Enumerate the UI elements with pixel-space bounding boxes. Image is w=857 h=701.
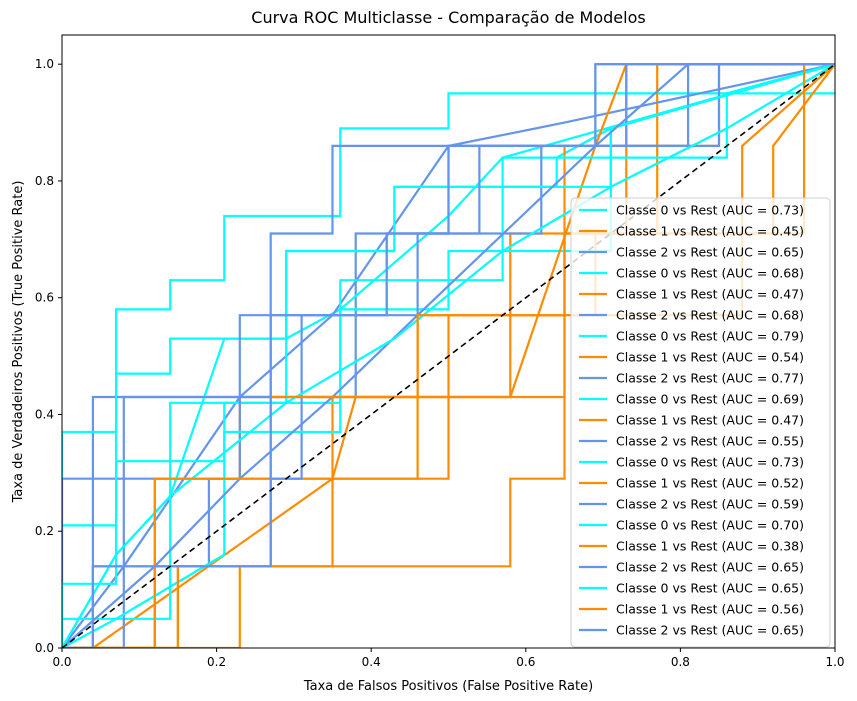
plot-frame: [61, 34, 836, 649]
roc-curve-18: [62, 63, 835, 648]
legend-entry-label: Classe 0 vs Rest (AUC = 0.65): [616, 581, 804, 596]
legend-entry-label: Classe 0 vs Rest (AUC = 0.73): [616, 455, 804, 470]
legend-entry-label: Classe 1 vs Rest (AUC = 0.47): [616, 287, 804, 302]
legend-entry-label: Classe 2 vs Rest (AUC = 0.68): [616, 308, 804, 323]
legend-entry-label: Classe 1 vs Rest (AUC = 0.54): [616, 350, 804, 365]
legend-entry-label: Classe 2 vs Rest (AUC = 0.55): [616, 434, 804, 449]
roc-curve-20: [62, 63, 835, 648]
y-tick-label: 0.8: [35, 174, 54, 188]
legend-entry-label: Classe 2 vs Rest (AUC = 0.77): [616, 371, 804, 386]
roc-curve-15: [62, 63, 835, 648]
legend-entry-label: Classe 1 vs Rest (AUC = 0.38): [616, 539, 804, 554]
legend-entry-label: Classe 0 vs Rest (AUC = 0.79): [616, 329, 804, 344]
x-axis-label: Taxa de Falsos Positivos (False Positive…: [303, 679, 593, 694]
y-tick-label: 0.0: [35, 641, 54, 655]
x-tick-label: 0.0: [52, 655, 71, 669]
y-tick-label: 0.6: [35, 291, 54, 305]
legend-entry-label: Classe 2 vs Rest (AUC = 0.65): [616, 560, 804, 575]
y-axis-label: Taxa de Verdadeiros Positivos (True Posi…: [11, 181, 26, 504]
legend: Classe 0 vs Rest (AUC = 0.73) Classe 1 vs…: [570, 197, 831, 648]
legend-box: [570, 197, 831, 648]
x-tick-label: 0.8: [671, 655, 690, 669]
y-tick-label: 0.4: [35, 407, 54, 421]
legend-entry-label: Classe 0 vs Rest (AUC = 0.68): [616, 266, 804, 281]
legend-entry-label: Classe 1 vs Rest (AUC = 0.45): [616, 224, 804, 239]
roc-curve-12: [62, 63, 835, 648]
legend-entry-label: Classe 0 vs Rest (AUC = 0.70): [616, 518, 804, 533]
diagonal-reference-line: [62, 63, 835, 648]
legend-entry-label: Classe 1 vs Rest (AUC = 0.56): [616, 602, 804, 617]
roc-curve-13: [62, 63, 835, 648]
x-tick-label: 1.0: [825, 655, 844, 669]
legend-entry-label: Classe 1 vs Rest (AUC = 0.47): [616, 413, 804, 428]
legend-entry-label: Classe 2 vs Rest (AUC = 0.59): [616, 497, 804, 512]
y-tick-label: 0.2: [35, 524, 54, 538]
chart-title: Curva ROC Multiclasse - Comparação de Mo…: [251, 8, 645, 27]
legend-entry-label: Classe 2 vs Rest (AUC = 0.65): [616, 245, 804, 260]
ticks-layer: 0.0 0.2 0.4 0.6 0.8 1.0 0.0 0.2 0.4 0.6 0.8 1.0: [35, 57, 845, 669]
x-tick-label: 0.4: [362, 655, 381, 669]
legend-entry-label: Classe 0 vs Rest (AUC = 0.73): [616, 203, 804, 218]
x-tick-label: 0.6: [516, 655, 535, 669]
y-tick-label: 1.0: [35, 57, 54, 71]
axes-layer: [61, 34, 836, 649]
x-tick-label: 0.2: [207, 655, 226, 669]
roc-curve-17: [62, 63, 835, 648]
series-layer: [62, 63, 835, 648]
legend-entry-label: Classe 0 vs Rest (AUC = 0.69): [616, 392, 804, 407]
legend-entry-label: Classe 2 vs Rest (AUC = 0.65): [616, 623, 804, 638]
legend-entry-label: Classe 1 vs Rest (AUC = 0.52): [616, 476, 804, 491]
